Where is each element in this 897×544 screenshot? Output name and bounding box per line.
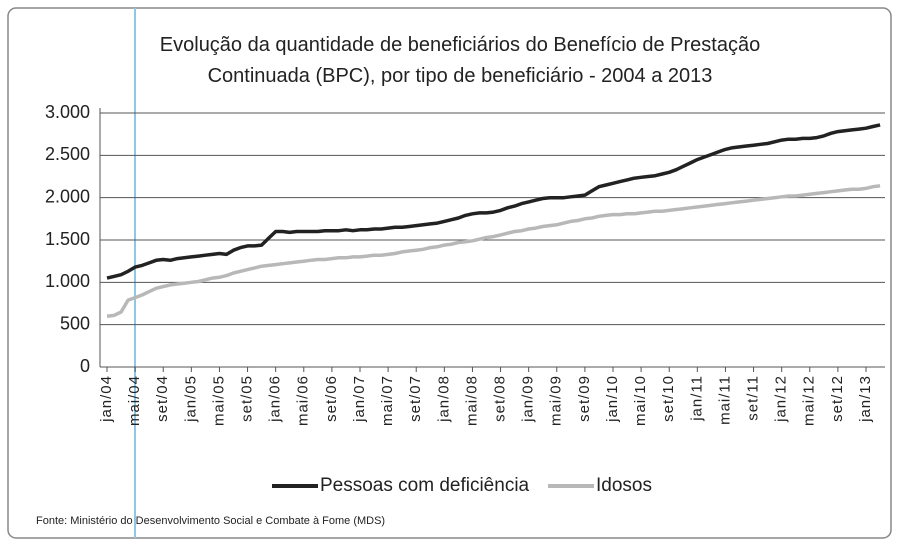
legend-label: Pessoas com deficiência: [320, 475, 530, 496]
x-tick-label: jan/05: [182, 375, 199, 423]
x-tick-label: mai/06: [295, 375, 312, 426]
y-tick-label: 500: [60, 313, 90, 333]
x-tick-label: jan/06: [267, 375, 284, 423]
chart-title: Evolução da quantidade de beneficiários …: [159, 34, 761, 87]
x-tick-label: set/05: [239, 375, 256, 422]
x-tick-label: set/08: [492, 375, 509, 422]
frame: [7, 7, 892, 539]
series-line: [106, 123, 881, 280]
x-tick-label: jan/11: [688, 375, 705, 422]
x-tick-label: mai/08: [463, 375, 480, 426]
source-note: Fonte: Ministério do Desenvolvimento Soc…: [36, 515, 386, 527]
x-tick-label: mai/05: [210, 375, 227, 426]
x-tick-label: set/10: [660, 375, 677, 422]
x-tick-label: jan/13: [857, 375, 874, 423]
x-tick-label: set/04: [154, 375, 171, 422]
x-tick-label: mai/07: [379, 375, 396, 426]
x-tick-label: mai/04: [126, 375, 143, 426]
x-tick-label: jan/10: [604, 375, 621, 423]
x-tick-label: mai/12: [801, 375, 818, 426]
y-tick-label: 1.000: [45, 271, 90, 291]
x-tick-label: set/12: [829, 375, 846, 422]
x-tick-label: jan/08: [435, 375, 452, 423]
y-tick-label: 2.500: [45, 144, 90, 164]
y-tick-label: 1.500: [45, 229, 90, 249]
series-line: [106, 184, 881, 318]
x-tick-label: mai/09: [548, 375, 565, 426]
x-tick-label: set/06: [323, 375, 340, 422]
y-tick-label: 3.000: [45, 102, 90, 122]
x-tick-label: set/07: [407, 375, 424, 422]
y-tick-label: 0: [80, 356, 90, 376]
x-tick-label: mai/10: [632, 375, 649, 426]
x-tick-label: mai/11: [716, 375, 733, 425]
x-tick-label: jan/07: [351, 375, 368, 423]
x-tick-label: jan/12: [773, 375, 790, 423]
x-tick-label: jan/09: [520, 375, 537, 423]
x-tick-label: set/11: [745, 375, 762, 421]
y-tick-label: 2.000: [45, 186, 90, 206]
legend-label: Idosos: [596, 475, 652, 496]
x-tick-label: set/09: [576, 375, 593, 422]
x-tick-label: jan/04: [98, 375, 115, 423]
